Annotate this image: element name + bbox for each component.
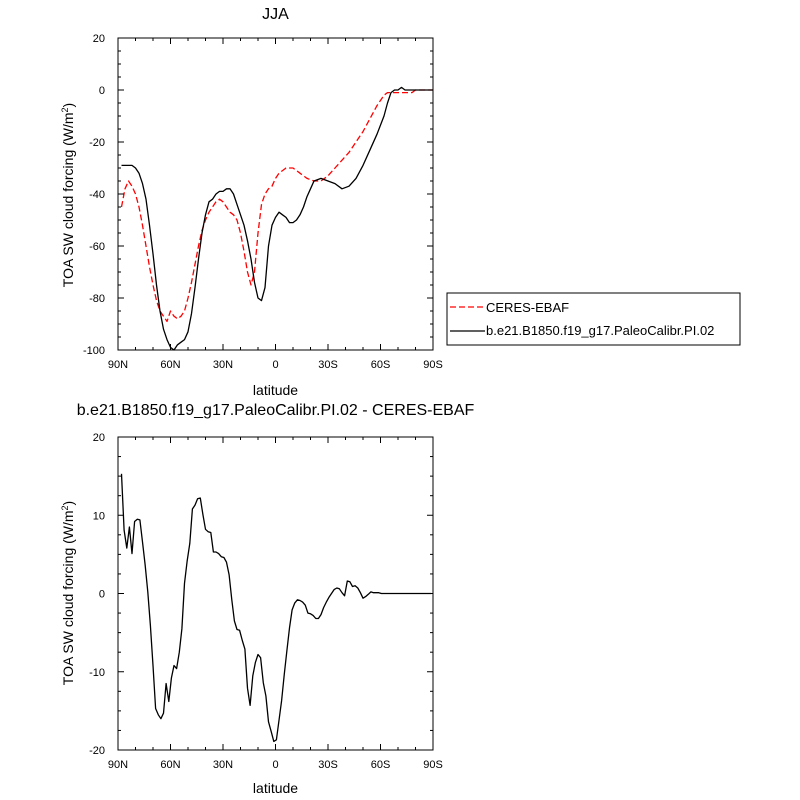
- bottom-y-axis-label-main: TOA SW cloud forcing (W/m: [60, 510, 76, 685]
- bottom-x-tick-label: 30S: [318, 759, 338, 771]
- bottom-x-tick-label: 90S: [423, 759, 443, 771]
- bottom-y-axis-label-sup: 2: [60, 505, 70, 510]
- top-y-tick-label: 0: [99, 85, 105, 97]
- top-y-tick-label: -80: [89, 293, 105, 305]
- bottom-panel: b.e21.B1850.f19_g17.PaleoCalibr.PI.02 - …: [60, 402, 475, 796]
- top-plot-frame: [117, 37, 434, 351]
- bottom-y-tick-label: -20: [89, 745, 105, 757]
- bottom-x-tick-label: 60N: [160, 759, 180, 771]
- bottom-y-axis-label-end: ): [60, 501, 76, 506]
- top-x-tick-label: 30S: [318, 359, 338, 371]
- top-y-axis-label-sup: 2: [60, 107, 70, 112]
- top-series-line-1: [121, 86, 433, 351]
- top-plot-area: 90N 60N 30N 0 30S 60S 90S -100 -80 -60 -40 -20 0 20: [83, 33, 443, 371]
- bottom-y-tick-label: 0: [99, 589, 105, 601]
- top-x-tick-label: 60N: [160, 359, 180, 371]
- bottom-x-tick-label: 30N: [213, 759, 233, 771]
- top-y-tick-label: 20: [93, 33, 105, 45]
- bottom-x-tick-label: 60S: [371, 759, 391, 771]
- legend-label-ceres: CERES-EBAF: [486, 300, 569, 315]
- bottom-x-tick-label: 0: [272, 759, 278, 771]
- top-x-tick-label: 90N: [108, 359, 128, 371]
- bottom-y-tick-label: 20: [93, 432, 105, 444]
- top-y-axis-label-main: TOA SW cloud forcing (W/m: [60, 112, 76, 287]
- bottom-y-tick-label: -10: [89, 667, 105, 679]
- top-y-axis-label: TOA SW cloud forcing (W/m2): [60, 103, 76, 287]
- top-y-tick-label: -40: [89, 189, 105, 201]
- top-chart-title: JJA: [262, 6, 289, 23]
- bottom-x-axis-label: latitude: [253, 780, 298, 796]
- bottom-y-tick-label: 10: [93, 510, 105, 522]
- bottom-chart-title: b.e21.B1850.f19_g17.PaleoCalibr.PI.02 - …: [77, 402, 475, 419]
- bottom-y-axis-label: TOA SW cloud forcing (W/m2): [60, 501, 76, 685]
- top-y-tick-label: -60: [89, 241, 105, 253]
- top-x-tick-label: 0: [272, 359, 278, 371]
- top-x-tick-label: 30N: [213, 359, 233, 371]
- legend-box: [446, 292, 741, 346]
- top-x-tick-label: 60S: [371, 359, 391, 371]
- legend-label-model: b.e21.B1850.f19_g17.PaleoCalibr.PI.02: [486, 323, 714, 338]
- top-y-tick-label: -20: [89, 137, 105, 149]
- bottom-series-line-0: [120, 473, 432, 743]
- top-series-line-0: [120, 89, 433, 323]
- bottom-x-tick-label: 90N: [108, 759, 128, 771]
- top-x-tick-label: 90S: [423, 359, 443, 371]
- top-panel: JJA 90N 60N 30N 0 30S 60S 90S -100 -80 -60 -40 -20 0…: [60, 6, 443, 398]
- top-y-axis-label-end: ): [60, 103, 76, 108]
- top-y-tick-label: -100: [83, 345, 105, 357]
- top-x-axis-label: latitude: [253, 382, 298, 398]
- bottom-plot-area: 90N 60N 30N 0 30S 60S 90S -20 -10 0 10 20: [89, 432, 443, 771]
- legend: CERES-EBAF b.e21.B1850.f19_g17.PaleoCali…: [446, 292, 741, 346]
